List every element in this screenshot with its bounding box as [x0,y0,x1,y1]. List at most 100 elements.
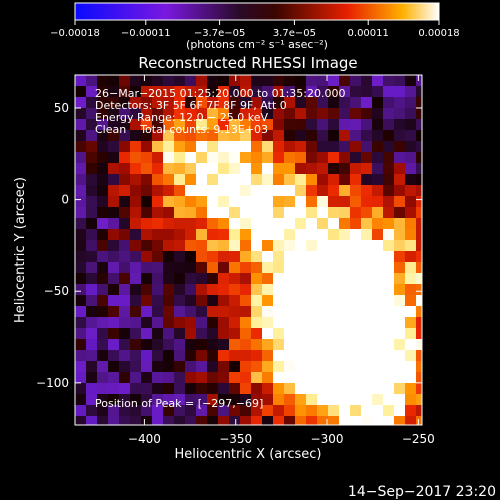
heatmap-cell [284,108,295,119]
heatmap-cell [262,350,273,361]
heatmap-cell [262,185,273,196]
heatmap-cell [306,141,317,152]
heatmap-cell [394,262,405,273]
heatmap-cell [262,207,273,218]
heatmap-cell [174,185,185,196]
heatmap-cell [119,405,130,416]
heatmap-cell [185,405,196,416]
heatmap-cell [328,240,339,251]
heatmap-cell [229,185,240,196]
heatmap-cell [152,306,163,317]
heatmap-cell [97,207,108,218]
heatmap-cell [218,240,229,251]
heatmap-cell [361,130,372,141]
heatmap-cell [273,416,284,425]
heatmap-cell [284,383,295,394]
heatmap-cell [306,416,317,425]
heatmap-cell [119,284,130,295]
heatmap-cell [119,317,130,328]
heatmap-cell [328,152,339,163]
heatmap-cell [240,405,251,416]
heatmap-cell [350,262,361,273]
heatmap-cell [394,86,405,97]
heatmap-cell [251,240,262,251]
heatmap-cell [361,273,372,284]
heatmap-cell [383,141,394,152]
heatmap-cell [130,251,141,262]
heatmap-cell [339,185,350,196]
heatmap-cell [97,361,108,372]
heatmap-cell [185,273,196,284]
annotation-counts: Clean Total counts: 9.13E+03 [95,123,268,136]
heatmap-cell [306,196,317,207]
heatmap-cell [361,218,372,229]
heatmap-cell [372,97,383,108]
heatmap-cell [141,295,152,306]
heatmap-cell [218,394,229,405]
heatmap-cell [75,185,86,196]
heatmap-cell [361,262,372,273]
heatmap-cell [97,196,108,207]
heatmap-cell [405,174,416,185]
heatmap-cell [174,328,185,339]
heatmap-cell [75,339,86,350]
heatmap-cell [361,416,372,425]
heatmap-cell [141,185,152,196]
heatmap-cell [75,196,86,207]
heatmap-cell [273,119,284,130]
heatmap-cell [394,394,405,405]
heatmap-cell [229,317,240,328]
heatmap-cell [372,273,383,284]
heatmap-cell [262,405,273,416]
heatmap-cell [262,295,273,306]
heatmap-cell [174,339,185,350]
heatmap-cell [75,152,86,163]
heatmap-cell [284,141,295,152]
heatmap-cell [130,185,141,196]
heatmap-cell [328,416,339,425]
heatmap-cell [405,372,416,383]
heatmap-cell [240,229,251,240]
heatmap-cell [141,174,152,185]
heatmap-cell [185,416,196,425]
heatmap-cell [284,229,295,240]
heatmap-cell [240,328,251,339]
heatmap-cell [240,416,251,425]
heatmap-cell [350,372,361,383]
heatmap-cell [86,405,97,416]
heatmap-cell [229,152,240,163]
heatmap-cell [339,152,350,163]
heatmap-cell [295,108,306,119]
heatmap-cell [130,240,141,251]
heatmap-cell [251,75,262,86]
heatmap-cell [372,284,383,295]
heatmap-cell [97,306,108,317]
heatmap-cell [97,229,108,240]
heatmap-cell [317,306,328,317]
heatmap-cell [306,306,317,317]
heatmap-cell [394,207,405,218]
heatmap-cell [196,75,207,86]
heatmap-cell [295,174,306,185]
heatmap-cell [163,141,174,152]
heatmap-cell [328,141,339,152]
heatmap-cell [405,97,416,108]
heatmap-cell [196,207,207,218]
heatmap-cell [207,86,218,97]
heatmap-cell [185,339,196,350]
heatmap-cell [119,339,130,350]
heatmap-cell [141,86,152,97]
heatmap-cell [251,262,262,273]
heatmap-cell [141,152,152,163]
heatmap-cell [405,328,416,339]
heatmap-cell [328,372,339,383]
heatmap-cell [295,350,306,361]
heatmap-cell [328,339,339,350]
heatmap-cell [383,240,394,251]
heatmap-cell [218,350,229,361]
heatmap-cell [273,317,284,328]
heatmap-cell [218,383,229,394]
heatmap-cell [284,163,295,174]
heatmap-cell [196,273,207,284]
heatmap-cell [152,372,163,383]
